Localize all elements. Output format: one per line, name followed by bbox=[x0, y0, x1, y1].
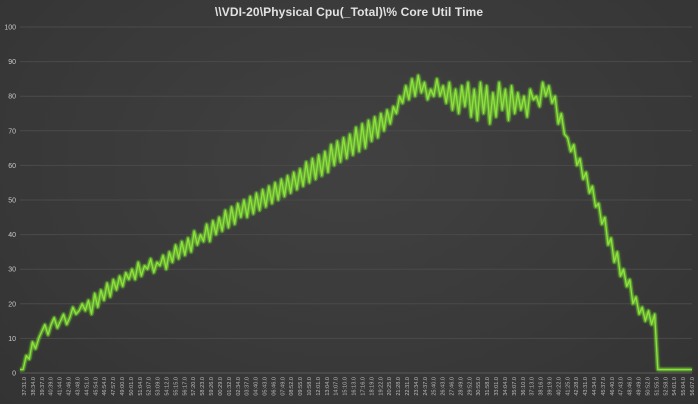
x-tick-label: 01:32.0 bbox=[227, 377, 233, 396]
y-tick-label: 70 bbox=[8, 128, 16, 135]
x-tick-label: 55:04.0 bbox=[681, 377, 687, 396]
x-tick-label: 21:28.0 bbox=[396, 377, 402, 396]
x-tick-label: 45:54.0 bbox=[93, 377, 99, 396]
x-tick-label: 51:55.0 bbox=[654, 377, 660, 396]
x-tick-label: 15:10.0 bbox=[343, 377, 349, 396]
y-tick-label: 100 bbox=[4, 25, 16, 32]
x-tick-label: 49:00.0 bbox=[120, 377, 126, 396]
x-tick-label: 40:39.0 bbox=[49, 377, 55, 396]
x-tick-label: 59:26.0 bbox=[209, 377, 215, 396]
x-tick-label: 30:55.0 bbox=[476, 377, 482, 396]
x-tick-label: 39:19.0 bbox=[547, 377, 553, 396]
y-tick-label: 80 bbox=[8, 94, 16, 101]
x-tick-label: 53:09.0 bbox=[156, 377, 162, 396]
x-tick-label: 51:04.0 bbox=[138, 377, 144, 396]
x-tick-label: 41:44.0 bbox=[58, 377, 64, 396]
x-tick-label: 10:58.0 bbox=[307, 377, 313, 396]
x-tick-label: 44:51.0 bbox=[84, 377, 90, 396]
y-tick-label: 90 bbox=[8, 59, 16, 66]
x-tick-label: 05:43.0 bbox=[262, 377, 268, 396]
x-tick-label: 48:46.0 bbox=[628, 377, 634, 396]
x-tick-label: 52:07.0 bbox=[147, 377, 153, 396]
series-layer bbox=[20, 73, 692, 372]
x-tick-label: 58:23.0 bbox=[200, 377, 206, 396]
series-line-glow bbox=[20, 73, 692, 372]
x-tick-label: 00:29.0 bbox=[218, 377, 224, 396]
x-tick-label: 41:25.0 bbox=[565, 377, 571, 396]
x-tick-label: 04:40.0 bbox=[254, 377, 260, 396]
x-tick-label: 28:49.0 bbox=[458, 377, 464, 396]
x-tick-label: 23:34.0 bbox=[414, 377, 420, 396]
x-tick-label: 07:49.0 bbox=[280, 377, 286, 396]
x-tick-label: 31:58.0 bbox=[485, 377, 491, 396]
x-tick-label: 42:46.0 bbox=[67, 377, 73, 396]
y-tick-label: 50 bbox=[8, 198, 16, 205]
x-tick-label: 57:20.0 bbox=[191, 377, 197, 396]
y-axis-ticks: 0 10 20 30 40 50 60 70 80 90 100 bbox=[4, 25, 16, 378]
y-tick-label: 30 bbox=[8, 267, 16, 274]
x-tick-label: 22:31.0 bbox=[405, 377, 411, 396]
x-tick-label: 54:01.0 bbox=[672, 377, 678, 396]
x-tick-label: 24:37.0 bbox=[423, 377, 429, 396]
x-tick-label: 14:07.0 bbox=[334, 377, 340, 396]
x-tick-label: 47:43.0 bbox=[619, 377, 625, 396]
x-tick-label: 50:01.0 bbox=[129, 377, 135, 396]
x-tick-label: 37:13.0 bbox=[530, 377, 536, 396]
y-tick-label: 60 bbox=[8, 163, 16, 170]
x-tick-label: 29:52.0 bbox=[467, 377, 473, 396]
x-tick-label: 42:28.0 bbox=[574, 377, 580, 396]
x-tick-label: 49:49.0 bbox=[637, 377, 643, 396]
x-tick-label: 52:58.0 bbox=[663, 377, 669, 396]
x-tick-label: 43:48.0 bbox=[75, 377, 81, 396]
chart-title: \\VDI-20\Physical Cpu(_Total)\% Core Uti… bbox=[214, 5, 484, 19]
x-axis-ticks: 37:31.0 38:34.0 39:37.0 40:39.0 41:44.0 42:46… bbox=[22, 377, 696, 396]
x-tick-label: 43:31.0 bbox=[583, 377, 589, 396]
x-tick-label: 38:16.0 bbox=[539, 377, 545, 396]
x-tick-label: 54:12.0 bbox=[165, 377, 171, 396]
x-tick-label: 44:34.0 bbox=[592, 377, 598, 396]
x-tick-label: 20:25.0 bbox=[387, 377, 393, 396]
x-tick-label: 08:52.0 bbox=[289, 377, 295, 396]
x-tick-label: 13:04.0 bbox=[325, 377, 331, 396]
x-tick-label: 37:31.0 bbox=[22, 377, 28, 396]
series-line bbox=[20, 74, 692, 371]
x-tick-label: 50:52.0 bbox=[645, 377, 651, 396]
x-tick-label: 33:01.0 bbox=[494, 377, 500, 396]
x-tick-label: 38:34.0 bbox=[31, 377, 37, 396]
x-tick-label: 06:46.0 bbox=[271, 377, 277, 396]
x-tick-label: 39:37.0 bbox=[40, 377, 46, 396]
x-tick-label: 19:22.0 bbox=[378, 377, 384, 396]
y-tick-label: 10 bbox=[8, 336, 16, 343]
y-tick-label: 40 bbox=[8, 232, 16, 239]
x-tick-label: 18:19.0 bbox=[369, 377, 375, 396]
x-tick-label: 45:37.0 bbox=[601, 377, 607, 396]
x-tick-label: 17:16.0 bbox=[360, 377, 366, 396]
x-tick-label: 46:54.0 bbox=[102, 377, 108, 396]
x-tick-label: 16:13.0 bbox=[352, 377, 358, 396]
x-tick-label: 27:46.0 bbox=[450, 377, 456, 396]
x-tick-label: 40:22.0 bbox=[556, 377, 562, 396]
grid-lines bbox=[20, 26, 692, 374]
x-tick-label: 47:57.0 bbox=[111, 377, 117, 396]
x-tick-label: 03:37.0 bbox=[245, 377, 251, 396]
x-tick-label: 26:43.0 bbox=[441, 377, 447, 396]
x-tick-label: 12:01.0 bbox=[316, 377, 322, 396]
x-tick-label: 55:15.0 bbox=[173, 377, 179, 396]
x-tick-label: 35:07.0 bbox=[512, 377, 518, 396]
x-tick-label: 46:40.0 bbox=[610, 377, 616, 396]
x-tick-label: 25:40.0 bbox=[432, 377, 438, 396]
x-tick-label: 09:55.0 bbox=[298, 377, 304, 396]
x-tick-label: 36:10.0 bbox=[521, 377, 527, 396]
y-tick-label: 0 bbox=[12, 371, 16, 378]
x-tick-label: 02:34.0 bbox=[236, 377, 242, 396]
x-tick-label: 34:04.0 bbox=[503, 377, 509, 396]
x-tick-label: 56:17.0 bbox=[182, 377, 188, 396]
x-tick-label: 56:07.0 bbox=[690, 377, 696, 396]
y-tick-label: 20 bbox=[8, 301, 16, 308]
